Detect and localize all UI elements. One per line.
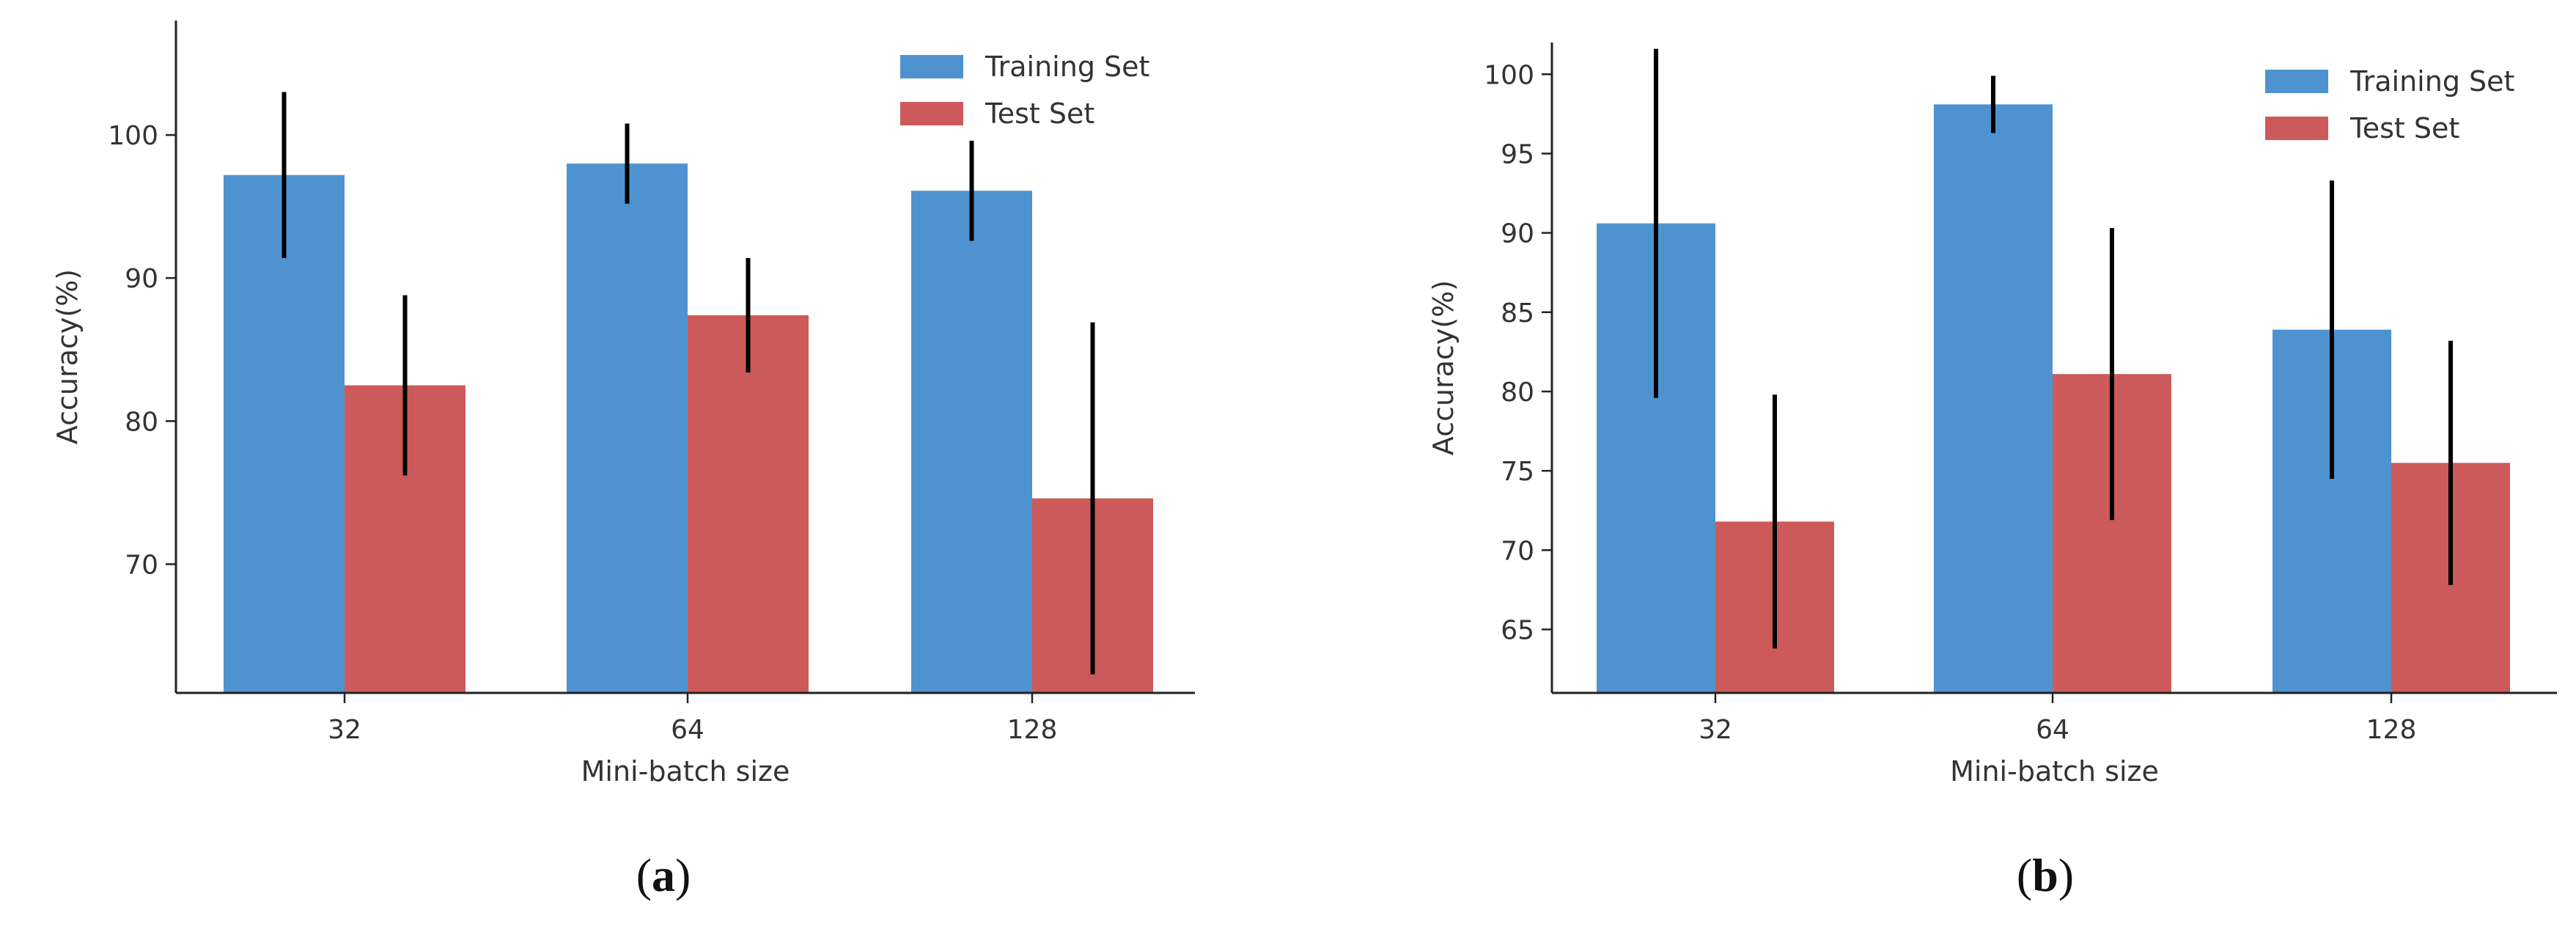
- caption-b: (b): [2017, 849, 2074, 901]
- legend-label-training: Training Set: [2349, 65, 2514, 98]
- x-axis-label: Mini-batch size: [1950, 755, 2159, 787]
- legend-label-test: Test Set: [2349, 112, 2459, 144]
- x-tick-label: 64: [671, 715, 704, 745]
- x-tick-label: 128: [1007, 715, 1058, 745]
- bar-test-64: [688, 315, 809, 693]
- y-axis-label: Accuracy(%): [1427, 280, 1460, 455]
- bar-training-64: [567, 164, 688, 693]
- chart-panel-b: 65 70 75 80 85 90 95 100 32 64 128 Mini-batch size A…: [1427, 43, 2557, 787]
- legend-swatch-training: [2265, 70, 2328, 93]
- y-tick-label: 75: [1501, 457, 1534, 487]
- x-tick-label: 64: [2036, 715, 2069, 745]
- x-tick-label: 32: [328, 715, 361, 745]
- y-tick-label: 90: [1501, 219, 1534, 249]
- y-tick-label: 95: [1501, 139, 1534, 169]
- bar-training-64: [1934, 104, 2053, 693]
- y-tick-label: 80: [125, 407, 158, 437]
- legend: Training Set Test Set: [900, 51, 1149, 130]
- legend: Training Set Test Set: [2265, 65, 2514, 144]
- y-axis-label: Accuracy(%): [51, 269, 84, 444]
- bar-training-128: [911, 191, 1032, 693]
- legend-label-test: Test Set: [985, 98, 1094, 130]
- y-tick-label: 90: [125, 264, 158, 294]
- caption-a: (a): [636, 849, 691, 901]
- y-tick-label: 85: [1501, 298, 1534, 328]
- chart-panel-a: 70 80 90 100 32 64 128 Mini-batch size Accuracy(…: [51, 21, 1195, 787]
- y-tick-label: 65: [1501, 615, 1534, 645]
- y-tick-label: 80: [1501, 378, 1534, 408]
- y-tick-label: 70: [1501, 536, 1534, 566]
- x-axis-label: Mini-batch size: [581, 755, 790, 787]
- y-tick-label: 100: [108, 121, 158, 151]
- y-tick-label: 100: [1484, 60, 1534, 90]
- legend-label-training: Training Set: [985, 51, 1149, 83]
- x-tick-label: 32: [1699, 715, 1732, 745]
- x-tick-label: 128: [2366, 715, 2417, 745]
- bar-training-32: [224, 175, 345, 693]
- legend-swatch-test: [2265, 117, 2328, 140]
- y-tick-label: 70: [125, 550, 158, 580]
- legend-swatch-training: [900, 55, 963, 78]
- legend-swatch-test: [900, 102, 963, 125]
